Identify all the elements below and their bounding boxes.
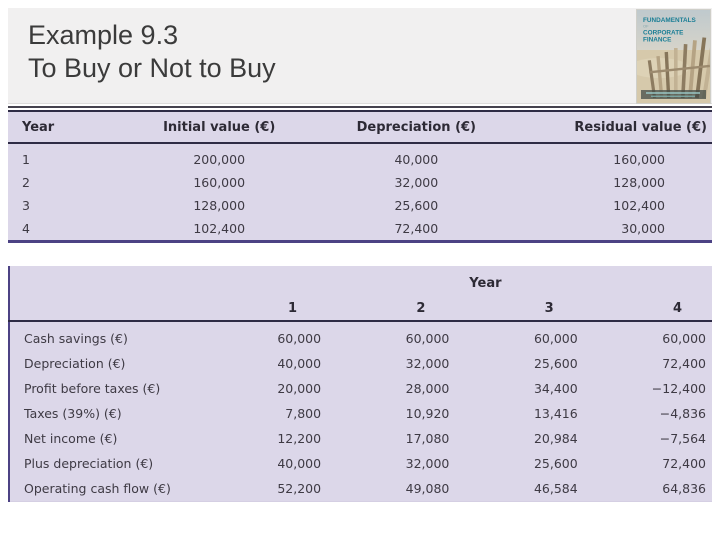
depreciation-table-header: Year Initial value (€) Depreciation (€) … — [8, 111, 712, 144]
cash-flow-cell: 20,984 — [533, 431, 578, 446]
cover-title-line2: OF — [643, 24, 649, 29]
depreciation-cell: 32,000 — [394, 175, 439, 190]
cash-flow-table-header: Year 1 2 3 4 — [9, 266, 712, 322]
cash-flow-row: Depreciation (€) 40,000 32,000 25,600 72,400 — [9, 351, 712, 376]
cash-flow-cell: 32,000 — [405, 456, 450, 471]
year-column-1: 1 — [198, 296, 328, 322]
depreciation-row: 4 102,400 72,400 30,000 — [8, 217, 712, 242]
depreciation-cell: 128,000 — [613, 175, 665, 190]
empty-corner-cell — [9, 266, 199, 296]
cash-flow-cell: −7,564 — [659, 431, 706, 446]
depreciation-cell: 200,000 — [193, 152, 246, 167]
cash-flow-cell: 40,000 — [277, 456, 322, 471]
cash-flow-cell: 72,400 — [662, 356, 706, 371]
cover-fence — [647, 34, 710, 99]
depreciation-cell: 30,000 — [621, 221, 665, 236]
depreciation-row: 3 128,000 25,600 102,400 — [8, 194, 712, 217]
depreciation-cell: 3 — [22, 198, 30, 213]
cash-flow-cell: 60,000 — [405, 331, 450, 346]
cash-flow-row: Plus depreciation (€) 40,000 32,000 25,600 7… — [9, 451, 712, 476]
slide-title-line1: Example 9.3 — [28, 20, 179, 50]
cash-flow-cell: 34,400 — [533, 381, 578, 396]
cash-flow-row-label: Depreciation (€) — [24, 356, 126, 371]
depreciation-cell: 160,000 — [613, 152, 665, 167]
cash-flow-cell: 13,416 — [533, 406, 578, 421]
cover-sky — [637, 10, 710, 55]
year-column-2: 2 — [327, 296, 456, 322]
cash-flow-cell: 60,000 — [533, 331, 578, 346]
cash-flow-row-label: Taxes (39%) (€) — [24, 406, 122, 421]
cash-flow-cell: 46,584 — [533, 481, 578, 496]
slide-title: Example 9.3 To Buy or Not to Buy — [8, 8, 712, 85]
depreciation-cell: 72,400 — [394, 221, 439, 236]
depreciation-cell: 2 — [22, 175, 30, 190]
cash-flow-row-label: Net income (€) — [24, 431, 118, 446]
column-header-residual-value: Residual value (€) — [504, 111, 712, 144]
cash-flow-cell: 25,600 — [533, 356, 578, 371]
cash-flow-cell: −4,836 — [659, 406, 706, 421]
cash-flow-cell: 72,400 — [662, 456, 706, 471]
cash-flow-cell: 17,080 — [405, 431, 450, 446]
depreciation-cell: 4 — [22, 221, 30, 236]
cash-flow-cell: 7,800 — [285, 406, 322, 421]
depreciation-row: 2 160,000 32,000 128,000 — [8, 171, 712, 194]
column-header-depreciation: Depreciation (€) — [328, 111, 505, 144]
cash-flow-row-label: Cash savings (€) — [24, 331, 128, 346]
year-column-4: 4 — [583, 296, 712, 322]
depreciation-header-row: Year Initial value (€) Depreciation (€) … — [8, 111, 712, 144]
cash-flow-row-label: Operating cash flow (€) — [24, 481, 171, 496]
depreciation-cell: 1 — [22, 152, 30, 167]
cash-flow-table-body: Cash savings (€) 60,000 60,000 60,000 60,000… — [9, 321, 712, 502]
cash-flow-row: Operating cash flow (€) 52,200 49,080 46,58… — [9, 476, 712, 502]
column-header-year: Year — [8, 111, 111, 144]
year-group-header: Year — [469, 275, 502, 291]
slide-header-band: Example 9.3 To Buy or Not to Buy — [8, 8, 712, 104]
cash-flow-row-label: Profit before taxes (€) — [24, 381, 161, 396]
cash-flow-cell: 64,836 — [662, 481, 706, 496]
cash-flow-cell: 49,080 — [405, 481, 450, 496]
cash-flow-cell: 28,000 — [405, 381, 450, 396]
cash-flow-row: Net income (€) 12,200 17,080 20,984 −7,564 — [9, 426, 712, 451]
depreciation-table-body: 1 200,000 40,000 160,000 2 160,000 32,000 128,0… — [8, 143, 712, 242]
column-header-initial-value: Initial value (€) — [110, 111, 329, 144]
cover-title: FUNDAMENTALS OF CORPORATE FINANCE — [643, 17, 697, 44]
cash-flow-cell: −12,400 — [651, 381, 706, 396]
cash-flow-row: Profit before taxes (€) 20,000 28,000 34,40… — [9, 376, 712, 401]
depreciation-cell: 102,400 — [613, 198, 665, 213]
year-column-3: 3 — [455, 296, 584, 322]
year-number-row: 1 2 3 4 — [9, 296, 712, 322]
cover-title-line3: CORPORATE — [643, 30, 684, 37]
cash-flow-cell: 60,000 — [277, 331, 322, 346]
depreciation-cell: 102,400 — [193, 221, 246, 236]
cash-flow-cell: 10,920 — [405, 406, 450, 421]
cover-title-line4: FINANCE — [643, 37, 672, 44]
cover-title-line1: FUNDAMENTALS — [643, 17, 697, 24]
empty-label-cell — [9, 296, 199, 322]
cash-flow-cell: 60,000 — [662, 331, 706, 346]
year-group-row: Year — [9, 266, 712, 296]
depreciation-row: 1 200,000 40,000 160,000 — [8, 143, 712, 171]
book-cover: FUNDAMENTALS OF CORPORATE FINANCE — [637, 10, 710, 103]
cash-flow-cell: 40,000 — [277, 356, 322, 371]
depreciation-table: Year Initial value (€) Depreciation (€) … — [8, 110, 712, 243]
cash-flow-row-label: Plus depreciation (€) — [24, 456, 154, 471]
cash-flow-cell: 32,000 — [405, 356, 450, 371]
cash-flow-cell: 12,200 — [277, 431, 322, 446]
cash-flow-cell: 52,200 — [277, 481, 322, 496]
cash-flow-row: Cash savings (€) 60,000 60,000 60,000 60,000 — [9, 321, 712, 351]
header-divider — [8, 106, 712, 108]
depreciation-cell: 25,600 — [394, 198, 439, 213]
cover-author-band — [641, 90, 706, 99]
book-cover-art: FUNDAMENTALS OF CORPORATE FINANCE — [637, 10, 710, 103]
cash-flow-cell: 20,000 — [277, 381, 322, 396]
cash-flow-row: Taxes (39%) (€) 7,800 10,920 13,416 −4,836 — [9, 401, 712, 426]
cash-flow-cell: 25,600 — [533, 456, 578, 471]
depreciation-cell: 160,000 — [193, 175, 246, 190]
cash-flow-table: Year 1 2 3 4 Cash savings (€) 60,000 60,00… — [8, 266, 712, 502]
depreciation-cell: 128,000 — [193, 198, 246, 213]
slide-title-line2: To Buy or Not to Buy — [28, 53, 276, 83]
depreciation-cell: 40,000 — [394, 152, 439, 167]
